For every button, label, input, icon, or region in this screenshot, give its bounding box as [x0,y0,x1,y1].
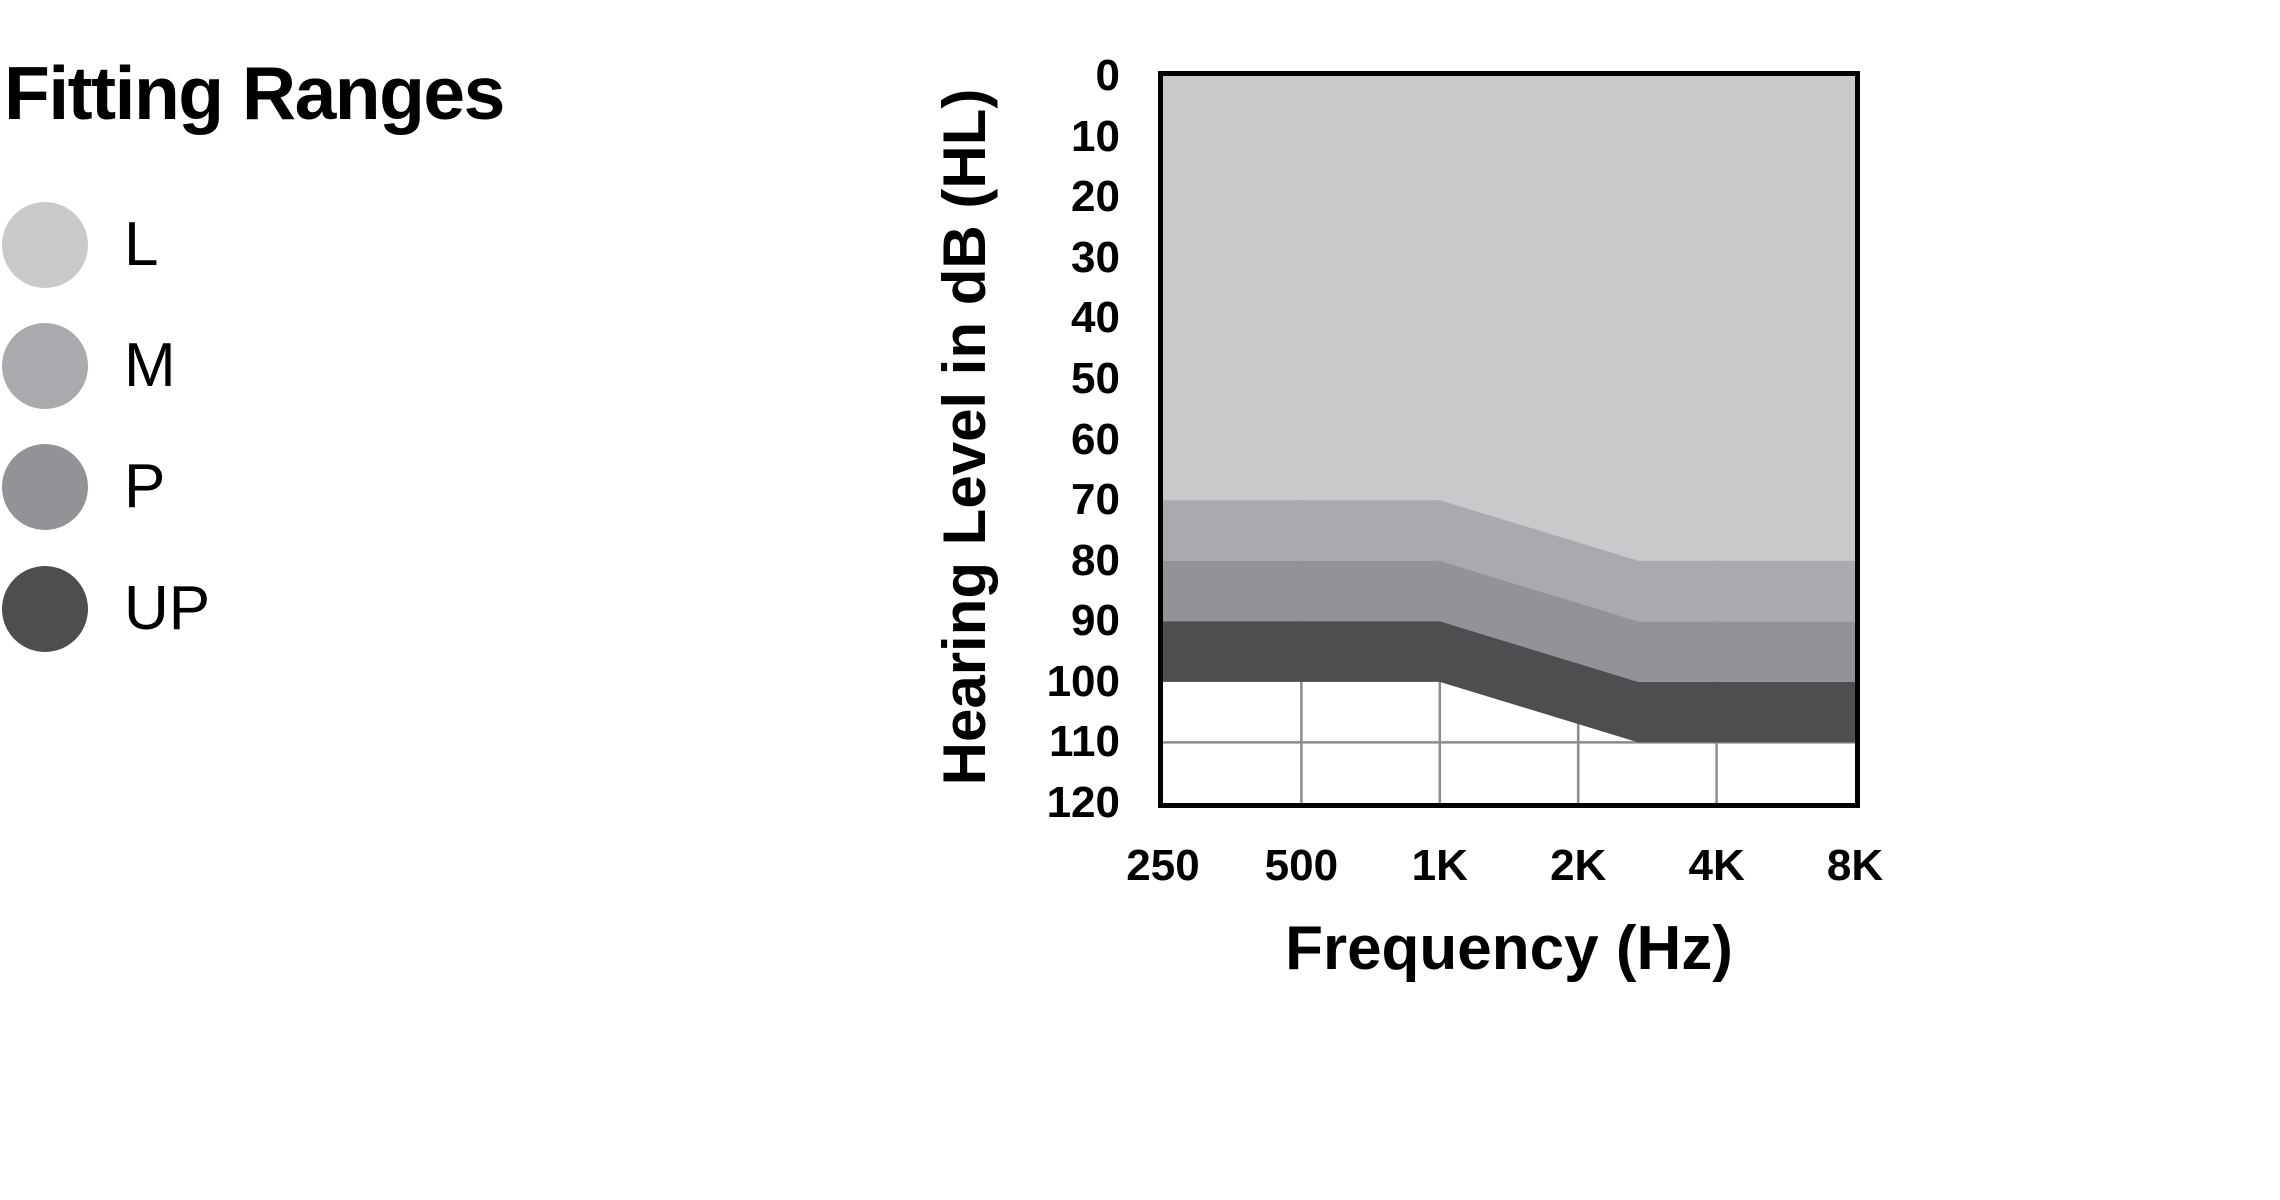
y-tick-label-80: 80 [1071,535,1120,585]
x-axis-title: Frequency (Hz) [1285,914,1733,983]
legend-item-L: L [2,201,158,289]
band-UP [1163,621,1855,743]
y-tick-label-40: 40 [1071,293,1120,343]
legend-label-M: M [124,331,176,400]
band-P [1163,560,1855,682]
legend-item-M: M [2,322,176,410]
x-tick-label-500: 500 [1264,841,1339,890]
legend-swatch-P-icon [2,444,88,530]
page-title: Fitting Ranges [4,51,505,135]
y-tick-label-90: 90 [1071,596,1120,646]
y-tick-label-50: 50 [1071,353,1120,403]
y-tick-label-0: 0 [1095,51,1120,100]
y-tick-label-60: 60 [1071,414,1120,464]
legend-item-P: P [2,443,165,531]
legend-label-P: P [124,452,166,521]
legend-item-UP: UP [2,565,210,653]
legend-swatch-L-icon [2,202,88,288]
x-tick-label-4K: 4K [1688,841,1745,890]
y-tick-label-110: 110 [1049,717,1120,767]
y-tick-label-30: 30 [1071,232,1120,282]
x-tick-label-2K: 2K [1550,841,1607,890]
y-tick-label-100: 100 [1046,656,1120,706]
y-tick-label-20: 20 [1071,172,1120,222]
y-tick-label-70: 70 [1071,475,1120,525]
x-tick-label-8K: 8K [1826,841,1884,890]
legend-label-L: L [124,210,159,279]
legend-label-UP: UP [124,574,211,643]
legend: L M P UP [2,200,422,700]
y-tick-label-120: 120 [1046,778,1120,827]
legend-swatch-M-icon [2,323,88,409]
band-L [1163,76,1855,561]
fitting-range-areas [1163,76,1855,803]
y-tick-label-10: 10 [1071,111,1120,161]
fitting-range-plot [1158,71,1860,808]
band-M [1163,500,1855,622]
x-tick-label-1K: 1K [1411,841,1468,890]
legend-swatch-UP-icon [2,566,88,652]
x-tick-label-250: 250 [1126,841,1200,890]
